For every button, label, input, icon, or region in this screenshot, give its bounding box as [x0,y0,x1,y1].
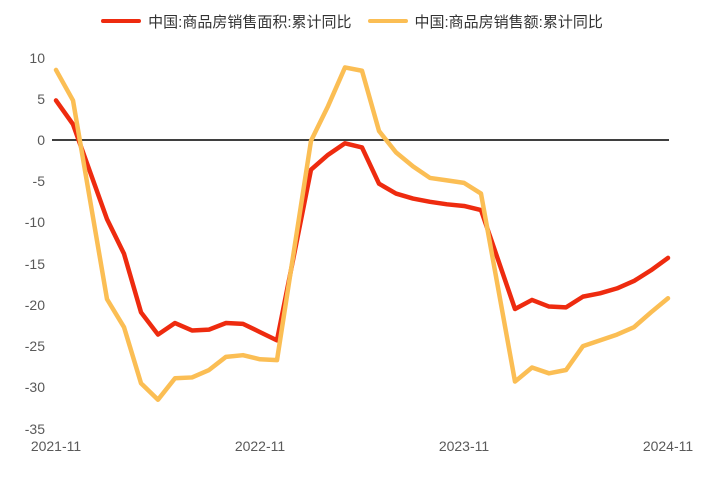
x-axis-labels: 2021-11 2022-11 2023-11 2024-11 [0,438,704,458]
y-tick-label: 0 [37,132,45,148]
series-line-sales-area [53,98,671,343]
legend-label-sales-area: 中国:商品房销售面积:累计同比 [148,13,352,31]
legend: 中国:商品房销售面积:累计同比 中国:商品房销售额:累计同比 [0,10,704,32]
x-tick-label: 2024-11 [642,438,694,454]
yellow-line-swatch [367,19,408,23]
y-axis-labels: 10 5 0 -5 -10 -15 -20 -25 -30 -35 [0,0,45,483]
red-line-swatch [101,19,142,23]
y-tick-label: 5 [37,90,45,107]
y-tick-label: -30 [24,379,45,396]
x-tick-label: 2023-11 [438,438,490,454]
legend-label-sales-value: 中国:商品房销售额:累计同比 [414,13,603,31]
y-tick-label: -35 [24,420,45,437]
y-tick-label: -5 [32,173,45,190]
y-tick-label: -10 [24,214,45,231]
y-tick-label: 10 [29,49,45,66]
y-tick-label: -25 [24,338,45,355]
x-tick-label: 2021-11 [30,438,82,454]
series-line-sales-value [53,65,671,402]
y-tick-label: -15 [24,255,45,272]
x-tick-label: 2022-11 [234,438,286,454]
legend-item-sales-area: 中国:商品房销售面积:累计同比 [101,11,352,32]
y-tick-label: -20 [24,296,45,313]
legend-item-sales-value: 中国:商品房销售额:累计同比 [367,11,603,32]
